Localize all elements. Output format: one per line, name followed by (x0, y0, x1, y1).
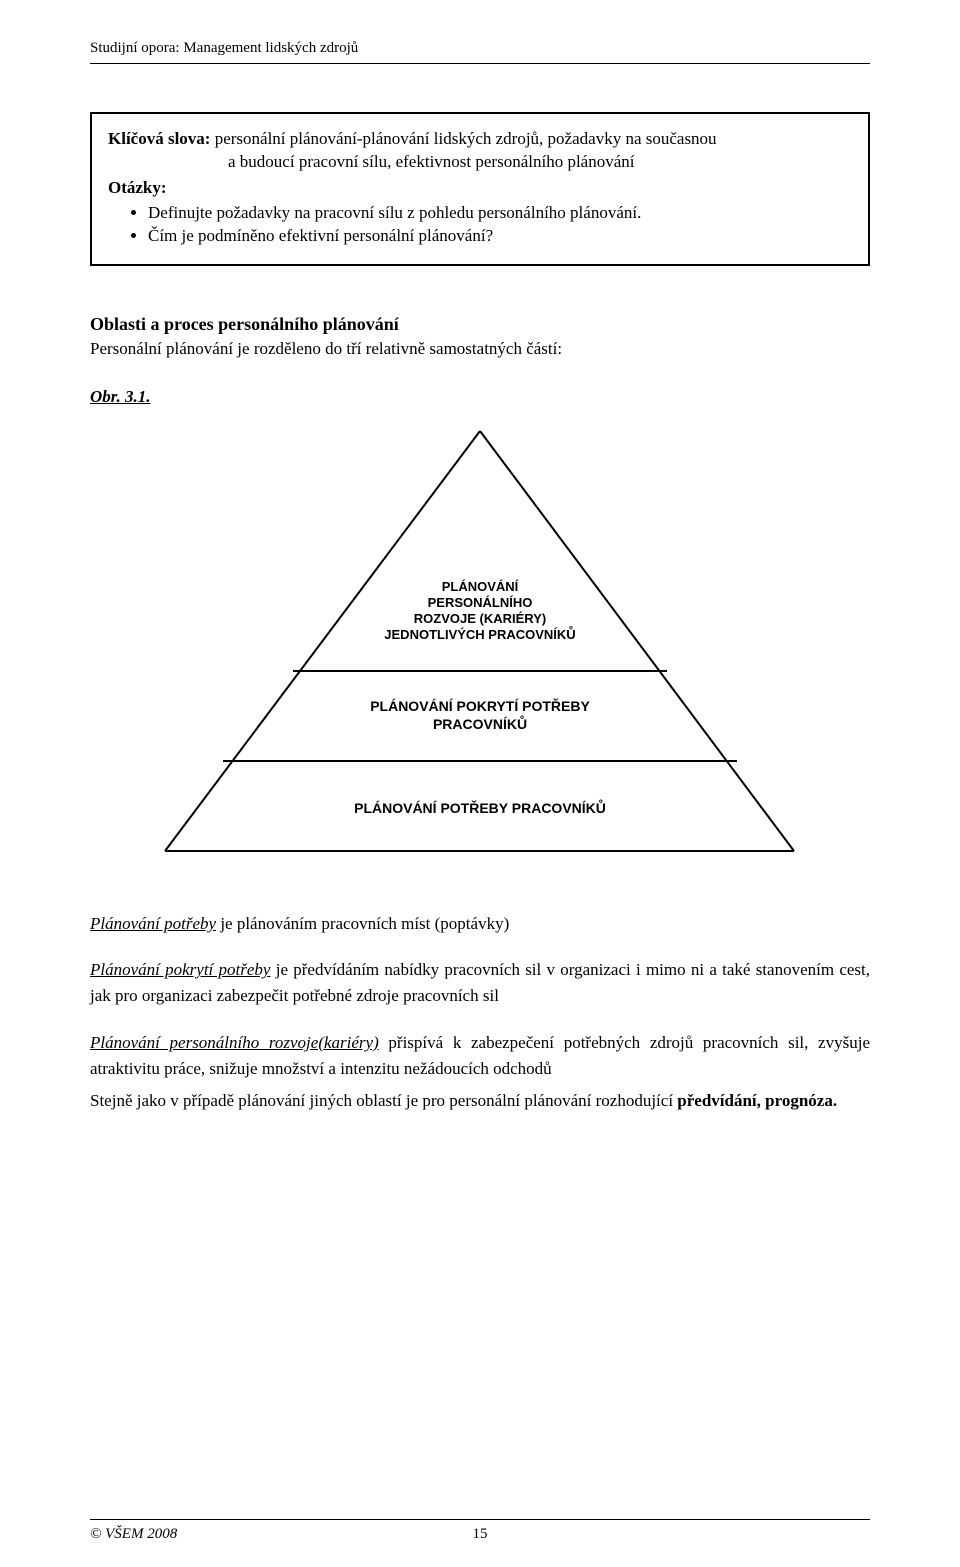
pyramid-diagram: PLÁNOVÁNÍPERSONÁLNÍHOROZVOJE (KARIÉRY)JE… (90, 421, 870, 861)
keywords-questions-box: Klíčová slova: personální plánování-plán… (90, 112, 870, 266)
page-number: 15 (473, 1526, 488, 1543)
running-header: Studijní opora: Management lidských zdro… (90, 40, 870, 64)
footer-left: © VŠEM 2008 (90, 1526, 177, 1542)
svg-text:PRACOVNÍKŮ: PRACOVNÍKŮ (433, 714, 527, 732)
questions-list: Definujte požadavky na pracovní sílu z p… (108, 202, 852, 248)
paragraph-2: Plánování pokrytí potřeby je předvídáním… (90, 957, 870, 1010)
section-subtext: Personální plánování je rozděleno do tří… (90, 339, 870, 359)
keywords-line-2: a budoucí pracovní sílu, efektivnost per… (108, 151, 852, 174)
svg-text:PERSONÁLNÍHO: PERSONÁLNÍHO (428, 595, 533, 610)
figure-label: Obr. 3.1. (90, 387, 870, 407)
keywords-text-1: personální plánování-plánování lidských … (215, 129, 717, 148)
p1-emphasis: Plánování potřeby (90, 914, 216, 933)
questions-label: Otázky: (108, 178, 852, 198)
svg-text:PLÁNOVÁNÍ POTŘEBY PRACOVNÍKŮ: PLÁNOVÁNÍ POTŘEBY PRACOVNÍKŮ (354, 798, 606, 816)
question-item: Definujte požadavky na pracovní sílu z p… (148, 202, 852, 225)
keywords-line-1: Klíčová slova: personální plánování-plán… (108, 128, 852, 151)
question-item: Čím je podmíněno efektivní personální pl… (148, 225, 852, 248)
p4-text: Stejně jako v případě plánování jiných o… (90, 1091, 677, 1110)
svg-text:ROZVOJE (KARIÉRY): ROZVOJE (KARIÉRY) (414, 611, 546, 626)
pyramid-svg: PLÁNOVÁNÍPERSONÁLNÍHOROZVOJE (KARIÉRY)JE… (160, 421, 800, 861)
p1-text: je plánováním pracovních míst (poptávky) (216, 914, 509, 933)
p4-bold: předvídání, prognóza. (677, 1091, 837, 1110)
page: Studijní opora: Management lidských zdro… (0, 0, 960, 1567)
paragraph-4: Stejně jako v případě plánování jiných o… (90, 1088, 870, 1114)
section-heading: Oblasti a proces personálního plánování (90, 314, 870, 335)
p2-emphasis: Plánování pokrytí potřeby (90, 960, 270, 979)
keywords-label: Klíčová slova: (108, 129, 210, 148)
p3-emphasis: Plánování personálního rozvoje(kariéry) (90, 1033, 379, 1052)
page-footer: © VŠEM 2008 15 (90, 1519, 870, 1543)
svg-text:JEDNOTLIVÝCH PRACOVNÍKŮ: JEDNOTLIVÝCH PRACOVNÍKŮ (384, 626, 575, 642)
paragraph-1: Plánování potřeby je plánováním pracovní… (90, 911, 870, 937)
paragraph-3: Plánování personálního rozvoje(kariéry) … (90, 1030, 870, 1083)
svg-text:PLÁNOVÁNÍ POKRYTÍ POTŘEBY: PLÁNOVÁNÍ POKRYTÍ POTŘEBY (370, 697, 590, 714)
svg-text:PLÁNOVÁNÍ: PLÁNOVÁNÍ (442, 579, 519, 594)
